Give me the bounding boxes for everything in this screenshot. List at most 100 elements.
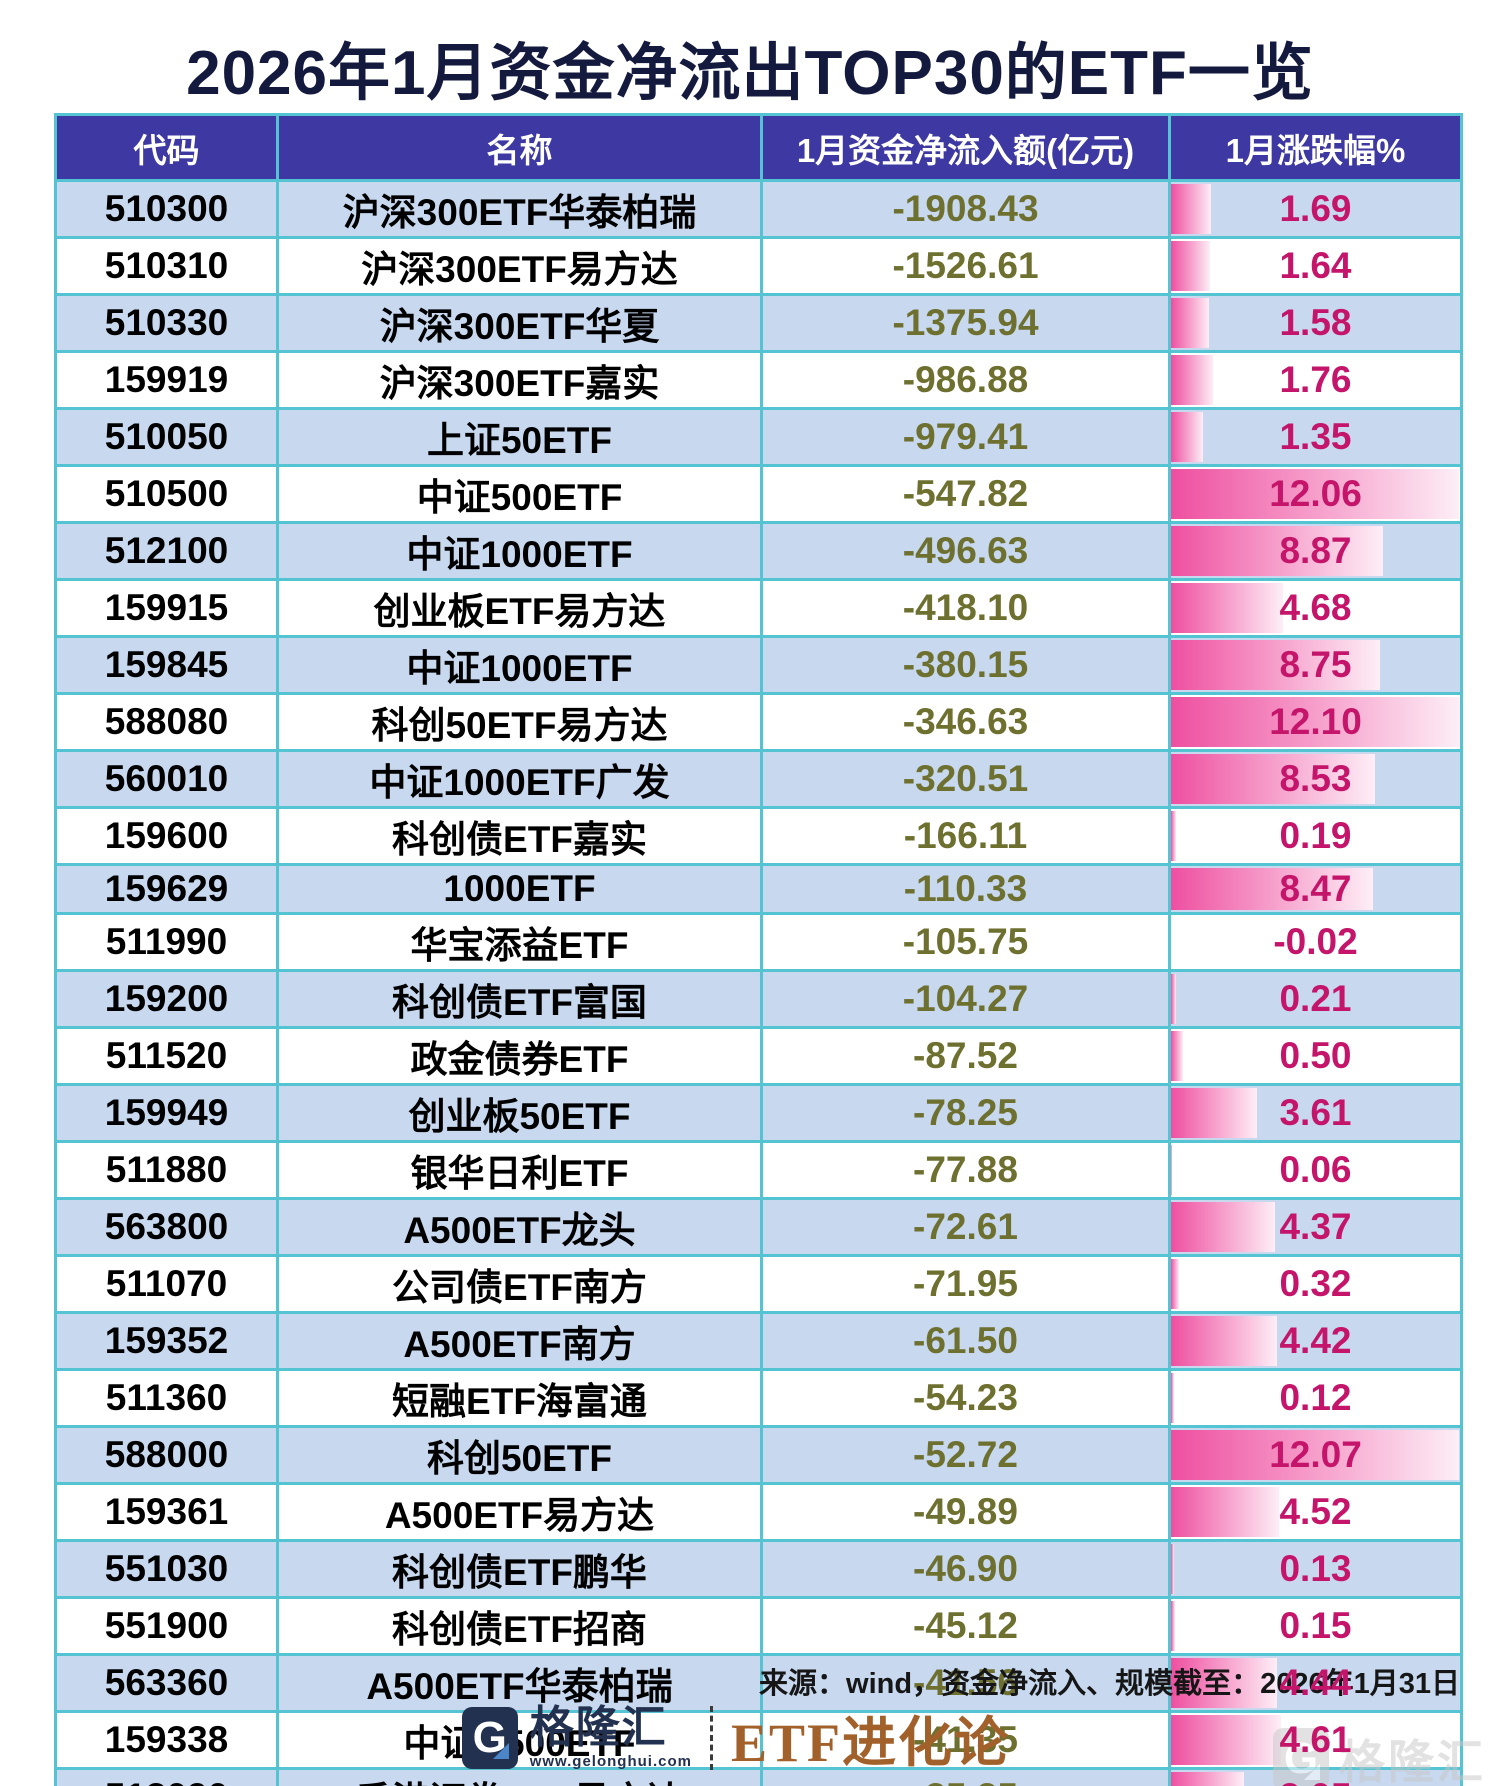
change-value: 12.07 — [1269, 1434, 1362, 1475]
change-value: 0.06 — [1279, 1149, 1352, 1190]
change-cell: 1.64 — [1168, 236, 1463, 296]
table-row: 159949 创业板50ETF -78.25 3.61 — [54, 1083, 1463, 1143]
name-cell: 中证A500ETF — [276, 1710, 763, 1770]
flow-cell: -41.56 — [760, 1653, 1171, 1713]
change-bar — [1172, 1316, 1277, 1366]
change-value: 8.87 — [1279, 530, 1352, 571]
change-cell: 0.19 — [1168, 806, 1463, 866]
table-row: 510310 沪深300ETF易方达 -1526.61 1.64 — [54, 236, 1463, 296]
flow-cell: -986.88 — [760, 350, 1171, 410]
change-cell: 1.35 — [1168, 407, 1463, 467]
change-cell: 4.61 — [1168, 1710, 1463, 1770]
change-bar — [1172, 241, 1211, 291]
table-row: 159600 科创债ETF嘉实 -166.11 0.19 — [54, 806, 1463, 866]
name-cell: 华宝添益ETF — [276, 912, 763, 972]
change-value: 4.44 — [1279, 1662, 1352, 1703]
change-value: 0.13 — [1279, 1548, 1352, 1589]
code-cell: 510050 — [54, 407, 279, 467]
change-cell: 12.06 — [1168, 464, 1463, 524]
flow-cell: -380.15 — [760, 635, 1171, 695]
change-bar — [1172, 811, 1176, 861]
col-header-flow: 1月资金净流入额(亿元) — [760, 113, 1171, 182]
change-value: 1.64 — [1279, 245, 1352, 286]
brand-name: 格隆汇 — [529, 1703, 668, 1752]
col-header-name: 名称 — [276, 113, 763, 182]
change-cell: 8.87 — [1168, 521, 1463, 581]
change-bar — [1172, 355, 1214, 405]
code-cell: 588080 — [54, 692, 279, 752]
code-cell: 560010 — [54, 749, 279, 809]
change-value: 8.53 — [1279, 758, 1352, 799]
change-cell: 0.50 — [1168, 1026, 1463, 1086]
change-value: 12.06 — [1269, 473, 1362, 514]
code-cell: 159949 — [54, 1083, 279, 1143]
name-cell: 香港证券ETF易方达 — [276, 1767, 763, 1786]
name-cell: 短融ETF海富通 — [276, 1368, 763, 1428]
change-value: 0.21 — [1279, 978, 1352, 1019]
change-value: 4.52 — [1279, 1491, 1352, 1532]
change-value: 0.12 — [1279, 1377, 1352, 1418]
change-value: 4.61 — [1279, 1719, 1352, 1760]
name-cell: 科创50ETF易方达 — [276, 692, 763, 752]
change-bar — [1172, 469, 1459, 519]
name-cell: 科创债ETF招商 — [276, 1596, 763, 1656]
code-cell: 513090 — [54, 1767, 279, 1786]
name-cell: 科创50ETF — [276, 1425, 763, 1485]
name-cell: 沪深300ETF华泰柏瑞 — [276, 179, 763, 239]
etf-table: 代码 名称 1月资金净流入额(亿元) 1月涨跌幅% 510300 沪深300ETF… — [54, 113, 1463, 1786]
code-cell: 159200 — [54, 969, 279, 1029]
change-value: 3.05 — [1279, 1776, 1351, 1786]
change-bar — [1172, 1487, 1279, 1537]
col-header-change: 1月涨跌幅% — [1168, 113, 1463, 182]
change-bar — [1172, 640, 1380, 690]
name-cell: A500ETF南方 — [276, 1311, 763, 1371]
change-bar — [1172, 1202, 1276, 1252]
change-value: -0.02 — [1273, 921, 1358, 962]
change-value: 0.50 — [1279, 1035, 1352, 1076]
table-row: 551900 科创债ETF招商 -45.12 0.15 — [54, 1596, 1463, 1656]
change-bar — [1172, 1544, 1175, 1594]
code-cell: 511520 — [54, 1026, 279, 1086]
name-cell: 1000ETF — [276, 863, 763, 915]
name-cell: 创业板ETF易方达 — [276, 578, 763, 638]
name-cell: 中证500ETF — [276, 464, 763, 524]
change-bar — [1172, 1259, 1179, 1309]
table-row: 511520 政金债券ETF -87.52 0.50 — [54, 1026, 1463, 1086]
change-value: 4.42 — [1279, 1320, 1352, 1361]
change-cell: 0.21 — [1168, 969, 1463, 1029]
change-bar — [1171, 1145, 1172, 1195]
change-cell: 0.32 — [1168, 1254, 1463, 1314]
code-cell: 512100 — [54, 521, 279, 581]
name-cell: 政金债券ETF — [276, 1026, 763, 1086]
name-cell: 中证1000ETF — [276, 635, 763, 695]
table-row: 159338 中证A500ETF -41.35 4.61 — [54, 1710, 1463, 1770]
change-value: 8.75 — [1279, 644, 1352, 685]
change-bar — [1172, 1658, 1278, 1708]
name-cell: 中证1000ETF广发 — [276, 749, 763, 809]
flow-cell: -104.27 — [760, 969, 1171, 1029]
change-bar — [1172, 1715, 1282, 1765]
code-cell: 563800 — [54, 1197, 279, 1257]
change-value: 4.68 — [1279, 587, 1352, 628]
change-value: 1.58 — [1279, 302, 1352, 343]
col-header-code: 代码 — [54, 113, 279, 182]
code-cell: 510500 — [54, 464, 279, 524]
change-bar — [1172, 1772, 1244, 1786]
code-cell: 159600 — [54, 806, 279, 866]
change-bar — [1172, 1088, 1258, 1138]
name-cell: 创业板50ETF — [276, 1083, 763, 1143]
flow-cell: -72.61 — [760, 1197, 1171, 1257]
change-cell: 8.47 — [1168, 863, 1463, 915]
change-bar — [1172, 974, 1177, 1024]
flow-cell: -166.11 — [760, 806, 1171, 866]
gelonghui-brand-text: 格隆汇 www.gelonghui.com — [529, 1703, 692, 1770]
change-cell: 12.07 — [1168, 1425, 1463, 1485]
flow-cell: -41.35 — [760, 1710, 1171, 1770]
flow-cell: -346.63 — [760, 692, 1171, 752]
table-row: 513090香港证券ETF易方达-35.25 3.05 — [54, 1767, 1463, 1786]
logo-triangle-icon — [492, 1742, 509, 1759]
code-cell: 159629 — [54, 863, 279, 915]
name-cell: 沪深300ETF嘉实 — [276, 350, 763, 410]
code-cell: 159845 — [54, 635, 279, 695]
change-value: 0.32 — [1279, 1263, 1352, 1304]
